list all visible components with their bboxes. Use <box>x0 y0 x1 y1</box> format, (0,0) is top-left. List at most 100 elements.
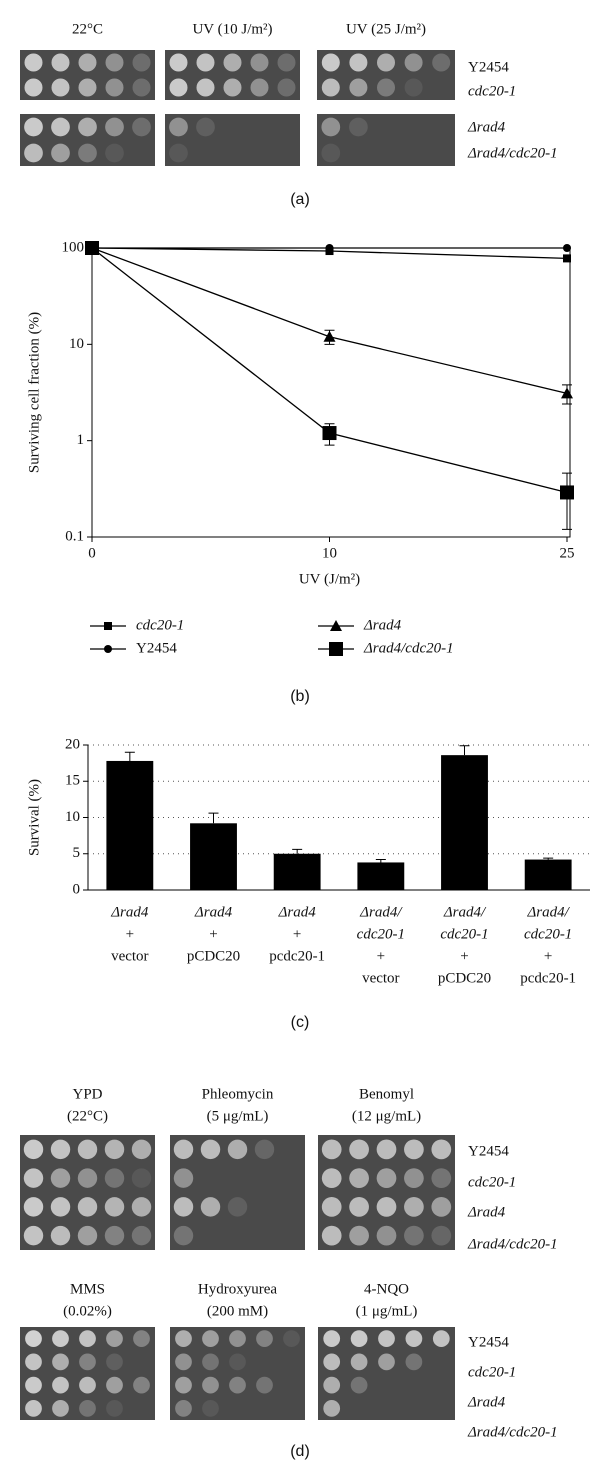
error-bar <box>459 745 470 756</box>
line <box>91 247 568 394</box>
colony-spot <box>105 117 124 137</box>
colony-spot <box>196 53 215 72</box>
colony-spot <box>50 1168 71 1188</box>
colony-spot <box>79 1330 96 1347</box>
strain-label: Δrad4 <box>467 1204 506 1220</box>
colony-spot <box>350 1330 368 1347</box>
colony-spot <box>50 1197 71 1217</box>
strain-label: Δrad4/cdc20-1 <box>467 145 558 161</box>
x-tick-label: 25 <box>560 545 575 561</box>
colony-spot <box>79 1400 96 1417</box>
panel-caption: (b) <box>290 688 310 705</box>
condition-label: (0.02%) <box>63 1303 112 1319</box>
x-tick-label: pCDC20 <box>438 970 491 986</box>
condition-label: 4-NQO <box>364 1281 409 1297</box>
colony-spot <box>202 1376 219 1394</box>
legend-label: Δrad4/cdc20-1 <box>363 640 454 656</box>
x-tick-label: vector <box>111 948 148 964</box>
colony-spot <box>175 1400 192 1417</box>
x-tick-label: + <box>544 948 552 964</box>
colony-spot <box>25 1353 42 1371</box>
colony-spot <box>104 1225 125 1246</box>
condition-label: (12 μg/mL) <box>352 1108 421 1124</box>
colony-spot <box>79 1353 96 1371</box>
colony-spot <box>229 1376 246 1394</box>
x-tick-label: + <box>377 948 385 964</box>
colony-spot <box>78 143 97 163</box>
point <box>323 330 336 342</box>
colony-spot <box>25 1400 42 1417</box>
colony-spot <box>349 78 368 97</box>
colony-spot <box>131 1225 152 1246</box>
colony-spot <box>131 1168 152 1188</box>
colony-spot <box>250 78 269 97</box>
colony-spot <box>25 1330 42 1347</box>
y-tick-label: 10 <box>69 336 84 352</box>
condition-label: (22°C) <box>67 1108 108 1124</box>
colony-spot <box>321 1197 342 1217</box>
strain-label: Y2454 <box>468 59 509 75</box>
plate <box>165 114 300 166</box>
y-tick-label: 100 <box>62 239 85 255</box>
colony-spot <box>404 78 423 97</box>
x-tick-label: Δrad4 <box>194 904 233 920</box>
strain-label: Y2454 <box>468 1334 509 1350</box>
colony-spot <box>23 1168 44 1188</box>
colony-spot <box>229 1353 246 1371</box>
colony-spot <box>175 1353 192 1371</box>
colony-spot <box>227 1139 248 1160</box>
colony-spot <box>323 1330 341 1347</box>
y-tick-label: 0 <box>73 881 81 897</box>
panel-caption: (a) <box>290 191 310 208</box>
colony-spot <box>256 1330 273 1347</box>
x-tick-label: cdc20-1 <box>357 926 405 942</box>
colony-spot <box>52 1376 69 1394</box>
y-tick-label: 5 <box>73 845 81 861</box>
colony-spot <box>323 1376 341 1394</box>
point <box>563 254 571 263</box>
colony-spot <box>24 143 43 163</box>
error-bar <box>124 751 135 761</box>
error-bar <box>208 812 219 824</box>
colony-spot <box>25 1376 42 1394</box>
colony-spot <box>133 1376 150 1394</box>
colony-spot <box>378 1353 395 1371</box>
colony-spot <box>404 1139 424 1160</box>
colony-spot <box>432 53 451 72</box>
colony-spot <box>321 143 341 163</box>
colony-spot <box>169 117 188 137</box>
x-tick-label: + <box>209 926 217 942</box>
bar <box>190 823 237 890</box>
colony-spot <box>350 1376 368 1394</box>
colony-spot <box>350 1353 368 1371</box>
colony-spot <box>104 1197 125 1217</box>
condition-label: 22°C <box>72 21 103 37</box>
colony-spot <box>321 53 340 72</box>
colony-spot <box>404 1168 424 1188</box>
colony-spot <box>77 1139 98 1160</box>
colony-spot <box>404 1197 424 1217</box>
colony-spot <box>202 1400 219 1417</box>
point <box>322 426 337 441</box>
colony-spot <box>173 1168 194 1188</box>
colony-spot <box>173 1139 194 1160</box>
colony-spot <box>223 53 242 72</box>
legend-marker <box>330 620 342 631</box>
y-axis-label: Surviving cell fraction (%) <box>26 312 42 473</box>
colony-spot <box>23 1139 44 1160</box>
x-tick-label: Δrad4 <box>278 904 317 920</box>
condition-label: YPD <box>72 1086 102 1102</box>
colony-spot <box>431 1168 452 1188</box>
colony-spot <box>200 1197 221 1217</box>
colony-spot <box>377 53 395 72</box>
legend-label: Y2454 <box>136 640 177 656</box>
point <box>325 244 334 252</box>
colony-spot <box>349 53 368 72</box>
condition-label: UV (25 J/m²) <box>346 21 426 37</box>
error-bar <box>375 859 386 863</box>
colony-spot <box>77 1225 98 1246</box>
colony-spot <box>132 78 151 97</box>
x-tick-label: Δrad4 <box>110 904 149 920</box>
colony-spot <box>404 53 423 72</box>
